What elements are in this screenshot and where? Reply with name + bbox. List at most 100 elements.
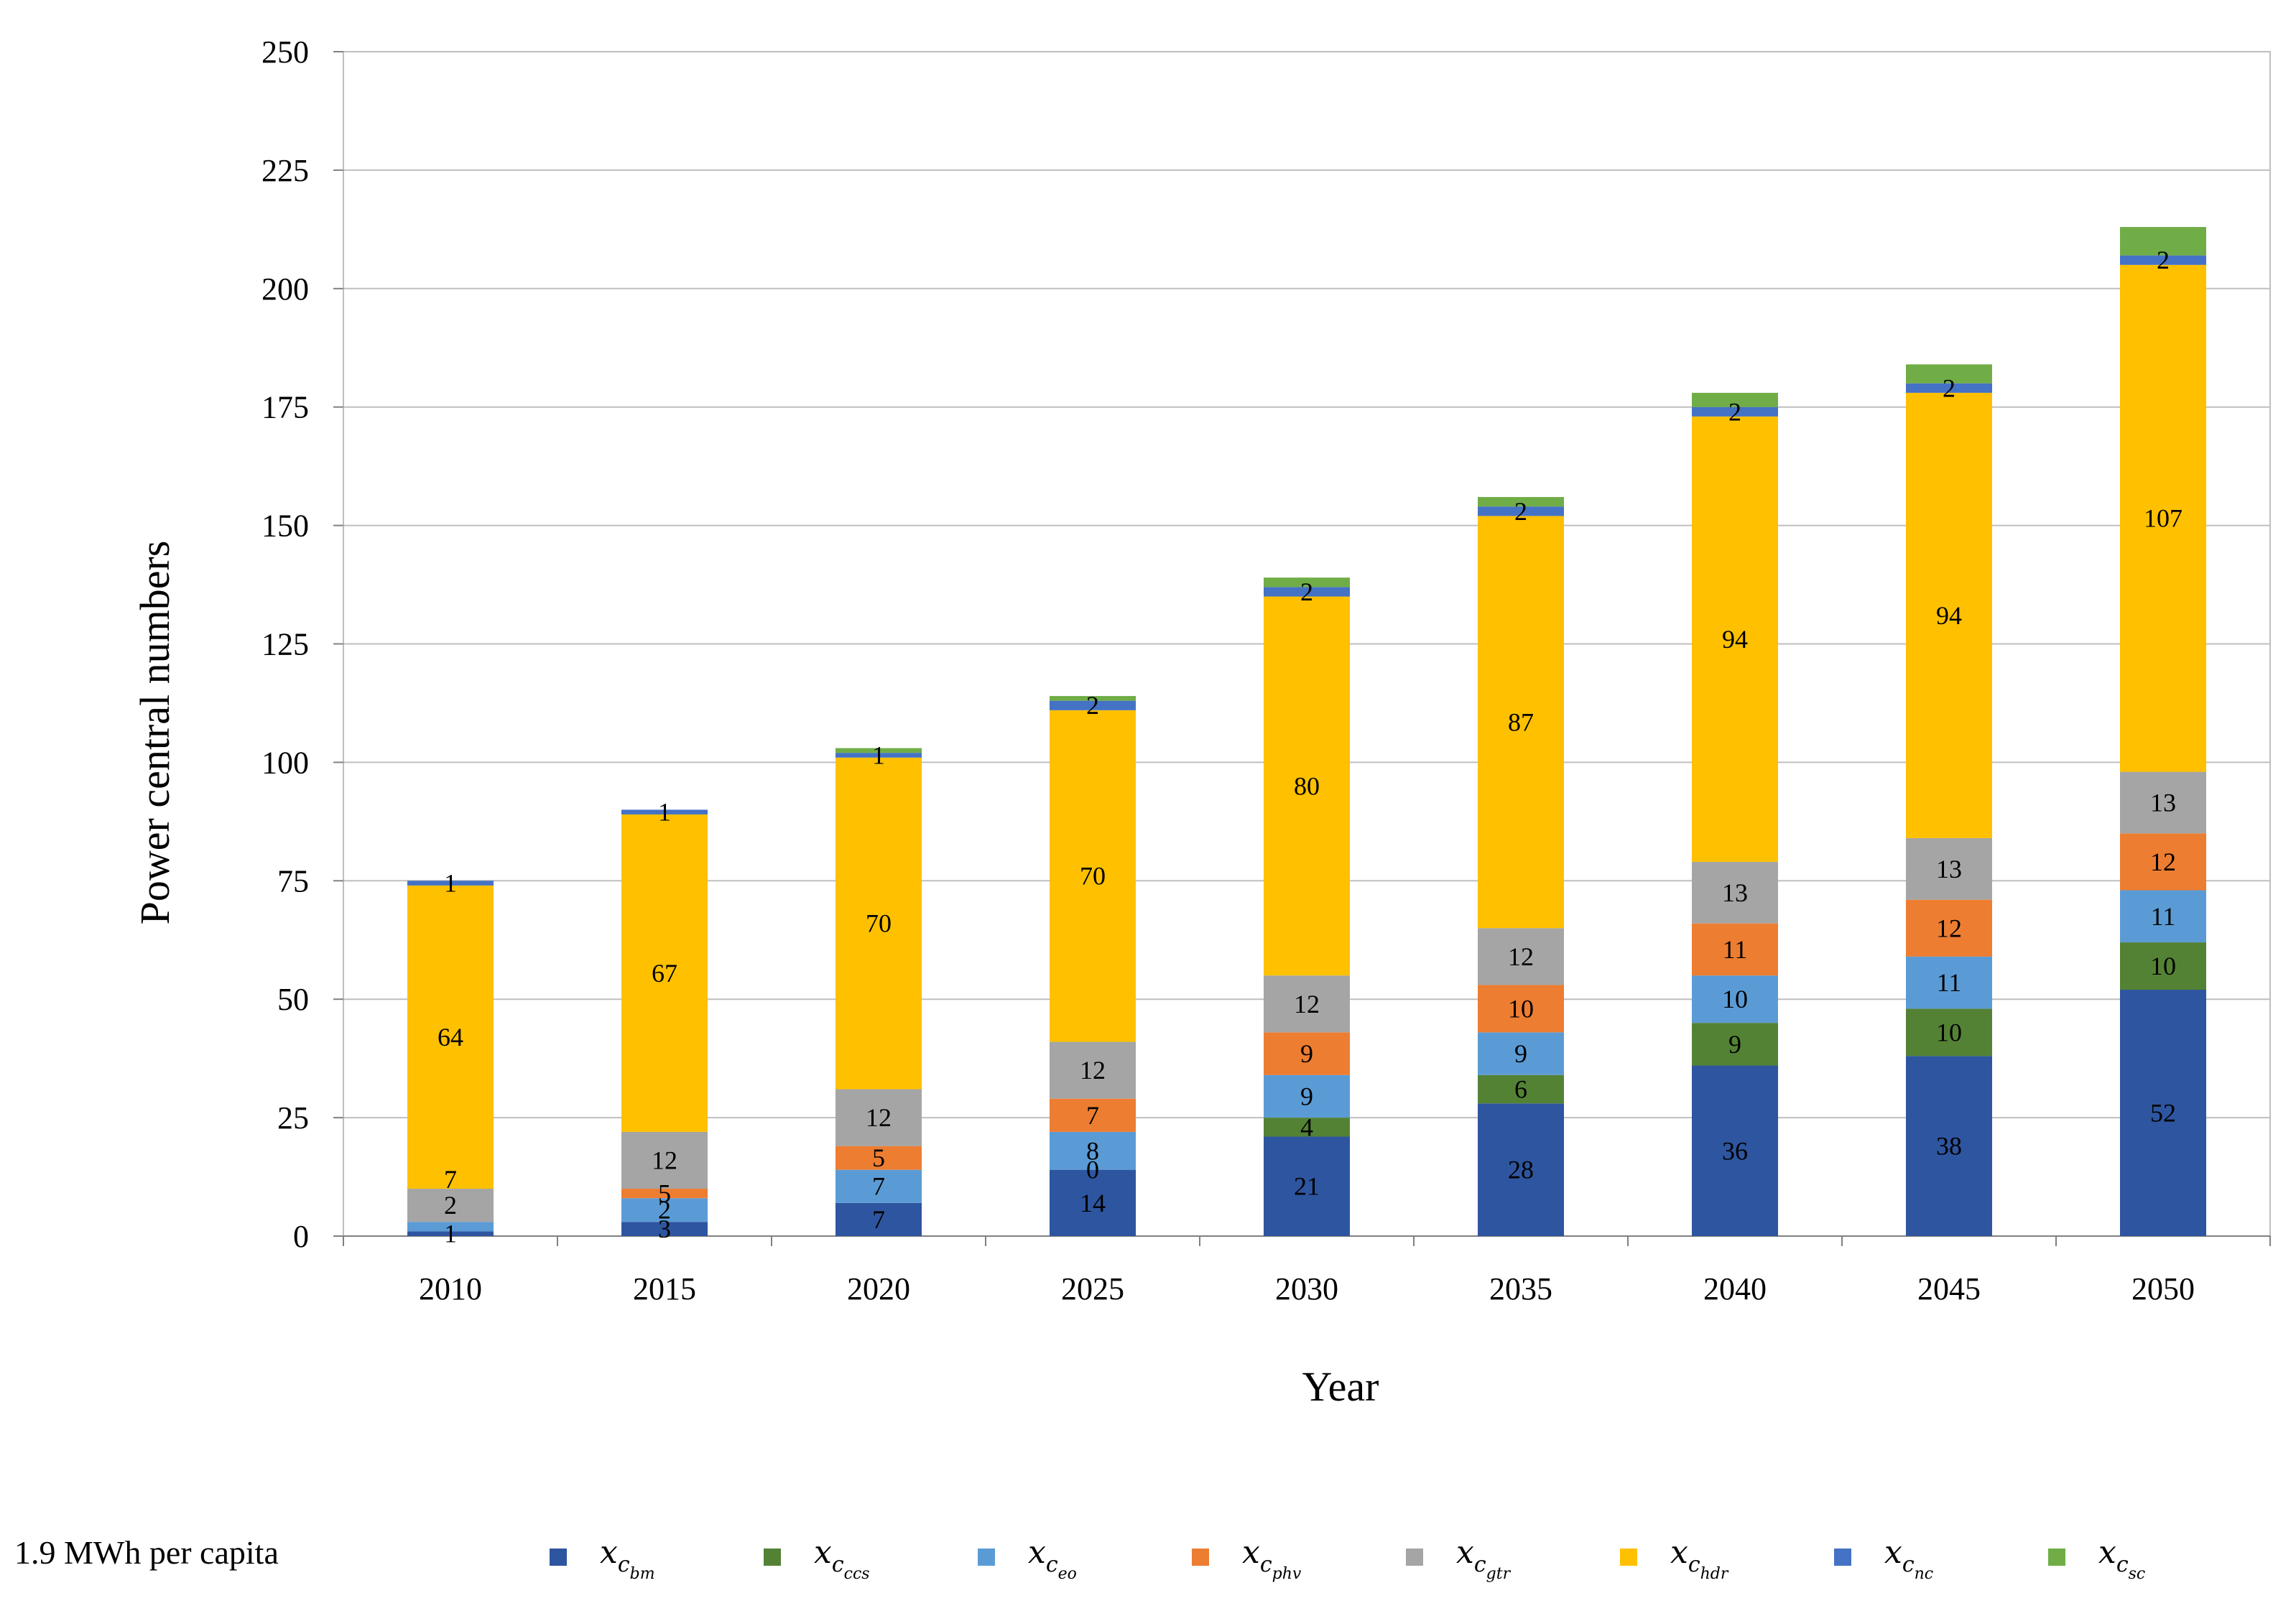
bar-2045-sc xyxy=(1906,364,1992,384)
legend-item-hdr: xchdr xyxy=(1620,1534,1729,1583)
bar-2045-nc xyxy=(1906,383,1992,393)
data-label-2050-phv: 12 xyxy=(2150,848,2176,876)
data-label-2015-bm: 3 xyxy=(658,1215,671,1243)
data-label-2045-phv: 12 xyxy=(1936,914,1962,942)
bar-2050-eo xyxy=(2120,890,2206,943)
x-tick-label-2010: 2010 xyxy=(419,1271,482,1306)
legend-label-nc: xcnc xyxy=(1884,1534,1933,1583)
legend: xcbm xcccs xceo xcphv xcgtr xchdr xcnc xcsc xyxy=(550,1534,2145,1583)
bar-2050-phv xyxy=(2120,833,2206,891)
data-label-2020-bm: 7 xyxy=(872,1205,885,1234)
bar-2050-sc xyxy=(2120,227,2206,256)
bar-2045-phv xyxy=(1906,899,1992,957)
bar-2050-hdr xyxy=(2120,264,2206,772)
data-label-2025-phv: 7 xyxy=(1086,1101,1099,1130)
y-tick-label: 50 xyxy=(277,982,309,1017)
data-label-2035-ccs: 6 xyxy=(1514,1075,1527,1104)
data-label-2030-hdr: 80 xyxy=(1294,771,1320,800)
legend-label-bm: xcbm xyxy=(600,1534,655,1583)
bar-2020-phv xyxy=(835,1146,922,1170)
legend-item-bm: xcbm xyxy=(550,1534,655,1583)
bar-2035-eo xyxy=(1478,1032,1564,1075)
bar-2045-ccs xyxy=(1906,1008,1992,1057)
bar-2025-nc xyxy=(1050,700,1136,710)
bar-2045-gtr xyxy=(1906,837,1992,900)
x-tick-label-2035: 2035 xyxy=(1489,1271,1552,1306)
data-label-2040-bm: 36 xyxy=(1722,1136,1748,1165)
legend-label-hdr: xchdr xyxy=(1670,1534,1729,1583)
data-label-2040-ccs: 9 xyxy=(1728,1030,1741,1059)
data-label-2050-eo: 11 xyxy=(2151,902,2176,931)
bar-2015-nc xyxy=(621,809,708,814)
y-tick-label: 150 xyxy=(261,509,309,544)
bar-2015-eo xyxy=(621,1198,708,1222)
bar-2015-bm xyxy=(621,1222,708,1236)
data-label-2030-bm: 21 xyxy=(1294,1172,1320,1201)
legend-item-phv: xcphv xyxy=(1192,1534,1302,1583)
bar-2030-hdr xyxy=(1264,596,1350,976)
bar-2020-hdr xyxy=(835,757,922,1090)
bar-2035-bm xyxy=(1478,1103,1564,1236)
legend-label-ccs: xcccs xyxy=(814,1534,870,1583)
legend-item-sc: xcsc xyxy=(2048,1534,2145,1583)
legend-item-nc: xcnc xyxy=(1834,1534,1933,1583)
y-tick-label: 200 xyxy=(261,271,309,307)
data-label-2035-eo: 9 xyxy=(1514,1039,1527,1068)
bar-2020-bm xyxy=(835,1202,922,1236)
data-label-2040-phv: 11 xyxy=(1723,935,1748,964)
data-label-2015-phv: 5 xyxy=(658,1179,671,1208)
bar-2040-bm xyxy=(1692,1065,1778,1236)
y-tick-label: 225 xyxy=(261,153,309,188)
data-label-2040-gtr: 13 xyxy=(1722,878,1748,907)
data-label-2045-ccs: 10 xyxy=(1936,1018,1962,1046)
data-label-2045-bm: 38 xyxy=(1936,1132,1962,1161)
bar-2050-nc xyxy=(2120,255,2206,265)
data-label-extra-2010: 7 xyxy=(444,1165,457,1194)
data-label-2050-nc: 2 xyxy=(2157,246,2170,274)
data-label-2050-hdr: 107 xyxy=(2144,504,2182,533)
y-tick-label: 250 xyxy=(261,34,309,70)
bar-2030-sc xyxy=(1264,577,1350,588)
data-label-2010-nc: 1 xyxy=(444,869,457,898)
y-tick-label: 125 xyxy=(261,627,309,662)
bar-2025-sc xyxy=(1050,696,1136,701)
bar-2025-bm xyxy=(1050,1169,1136,1236)
bar-2020-gtr xyxy=(835,1089,922,1146)
bar-2045-eo xyxy=(1906,956,1992,1009)
data-label-2035-nc: 2 xyxy=(1514,497,1527,526)
data-label-2040-eo: 10 xyxy=(1722,985,1748,1013)
bar-2050-gtr xyxy=(2120,771,2206,834)
data-label-2030-nc: 2 xyxy=(1300,577,1313,606)
data-label-2025-bm: 14 xyxy=(1080,1189,1106,1217)
legend-swatch-nc xyxy=(1834,1549,1851,1566)
bar-2050-ccs xyxy=(2120,942,2206,990)
data-label-2035-phv: 10 xyxy=(1508,994,1534,1023)
y-tick-label: 75 xyxy=(277,863,309,899)
legend-swatch-hdr xyxy=(1620,1549,1637,1566)
bar-2030-nc xyxy=(1264,587,1350,597)
data-label-2050-ccs: 10 xyxy=(2150,952,2176,980)
data-label-2045-gtr: 13 xyxy=(1936,855,1962,883)
bar-2040-gtr xyxy=(1692,861,1778,924)
bar-2040-ccs xyxy=(1692,1023,1778,1066)
y-axis-title: Power central numbers xyxy=(131,541,178,925)
bar-2010-gtr xyxy=(407,1189,494,1222)
data-label-2030-phv: 9 xyxy=(1300,1039,1313,1068)
data-label-2020-eo: 7 xyxy=(872,1172,885,1201)
data-label-2010-gtr: 2 xyxy=(444,1191,457,1220)
x-tick-label-2020: 2020 xyxy=(847,1271,910,1306)
legend-label-phv: xcphv xyxy=(1242,1534,1302,1583)
legend-label-sc: xcsc xyxy=(2098,1534,2145,1583)
data-label-2035-hdr: 87 xyxy=(1508,707,1534,736)
bar-2040-nc xyxy=(1692,407,1778,417)
y-tick-label: 0 xyxy=(293,1219,309,1254)
bar-2010-hdr xyxy=(407,885,494,1189)
data-label-2030-eo: 9 xyxy=(1300,1082,1313,1110)
data-label-2035-bm: 28 xyxy=(1508,1156,1534,1184)
data-label-2035-gtr: 12 xyxy=(1508,942,1534,971)
bar-2045-bm xyxy=(1906,1056,1992,1236)
data-label-2030-ccs: 4 xyxy=(1300,1113,1313,1141)
legend-swatch-gtr xyxy=(1406,1549,1423,1566)
data-label-2025-hdr: 70 xyxy=(1080,862,1106,891)
